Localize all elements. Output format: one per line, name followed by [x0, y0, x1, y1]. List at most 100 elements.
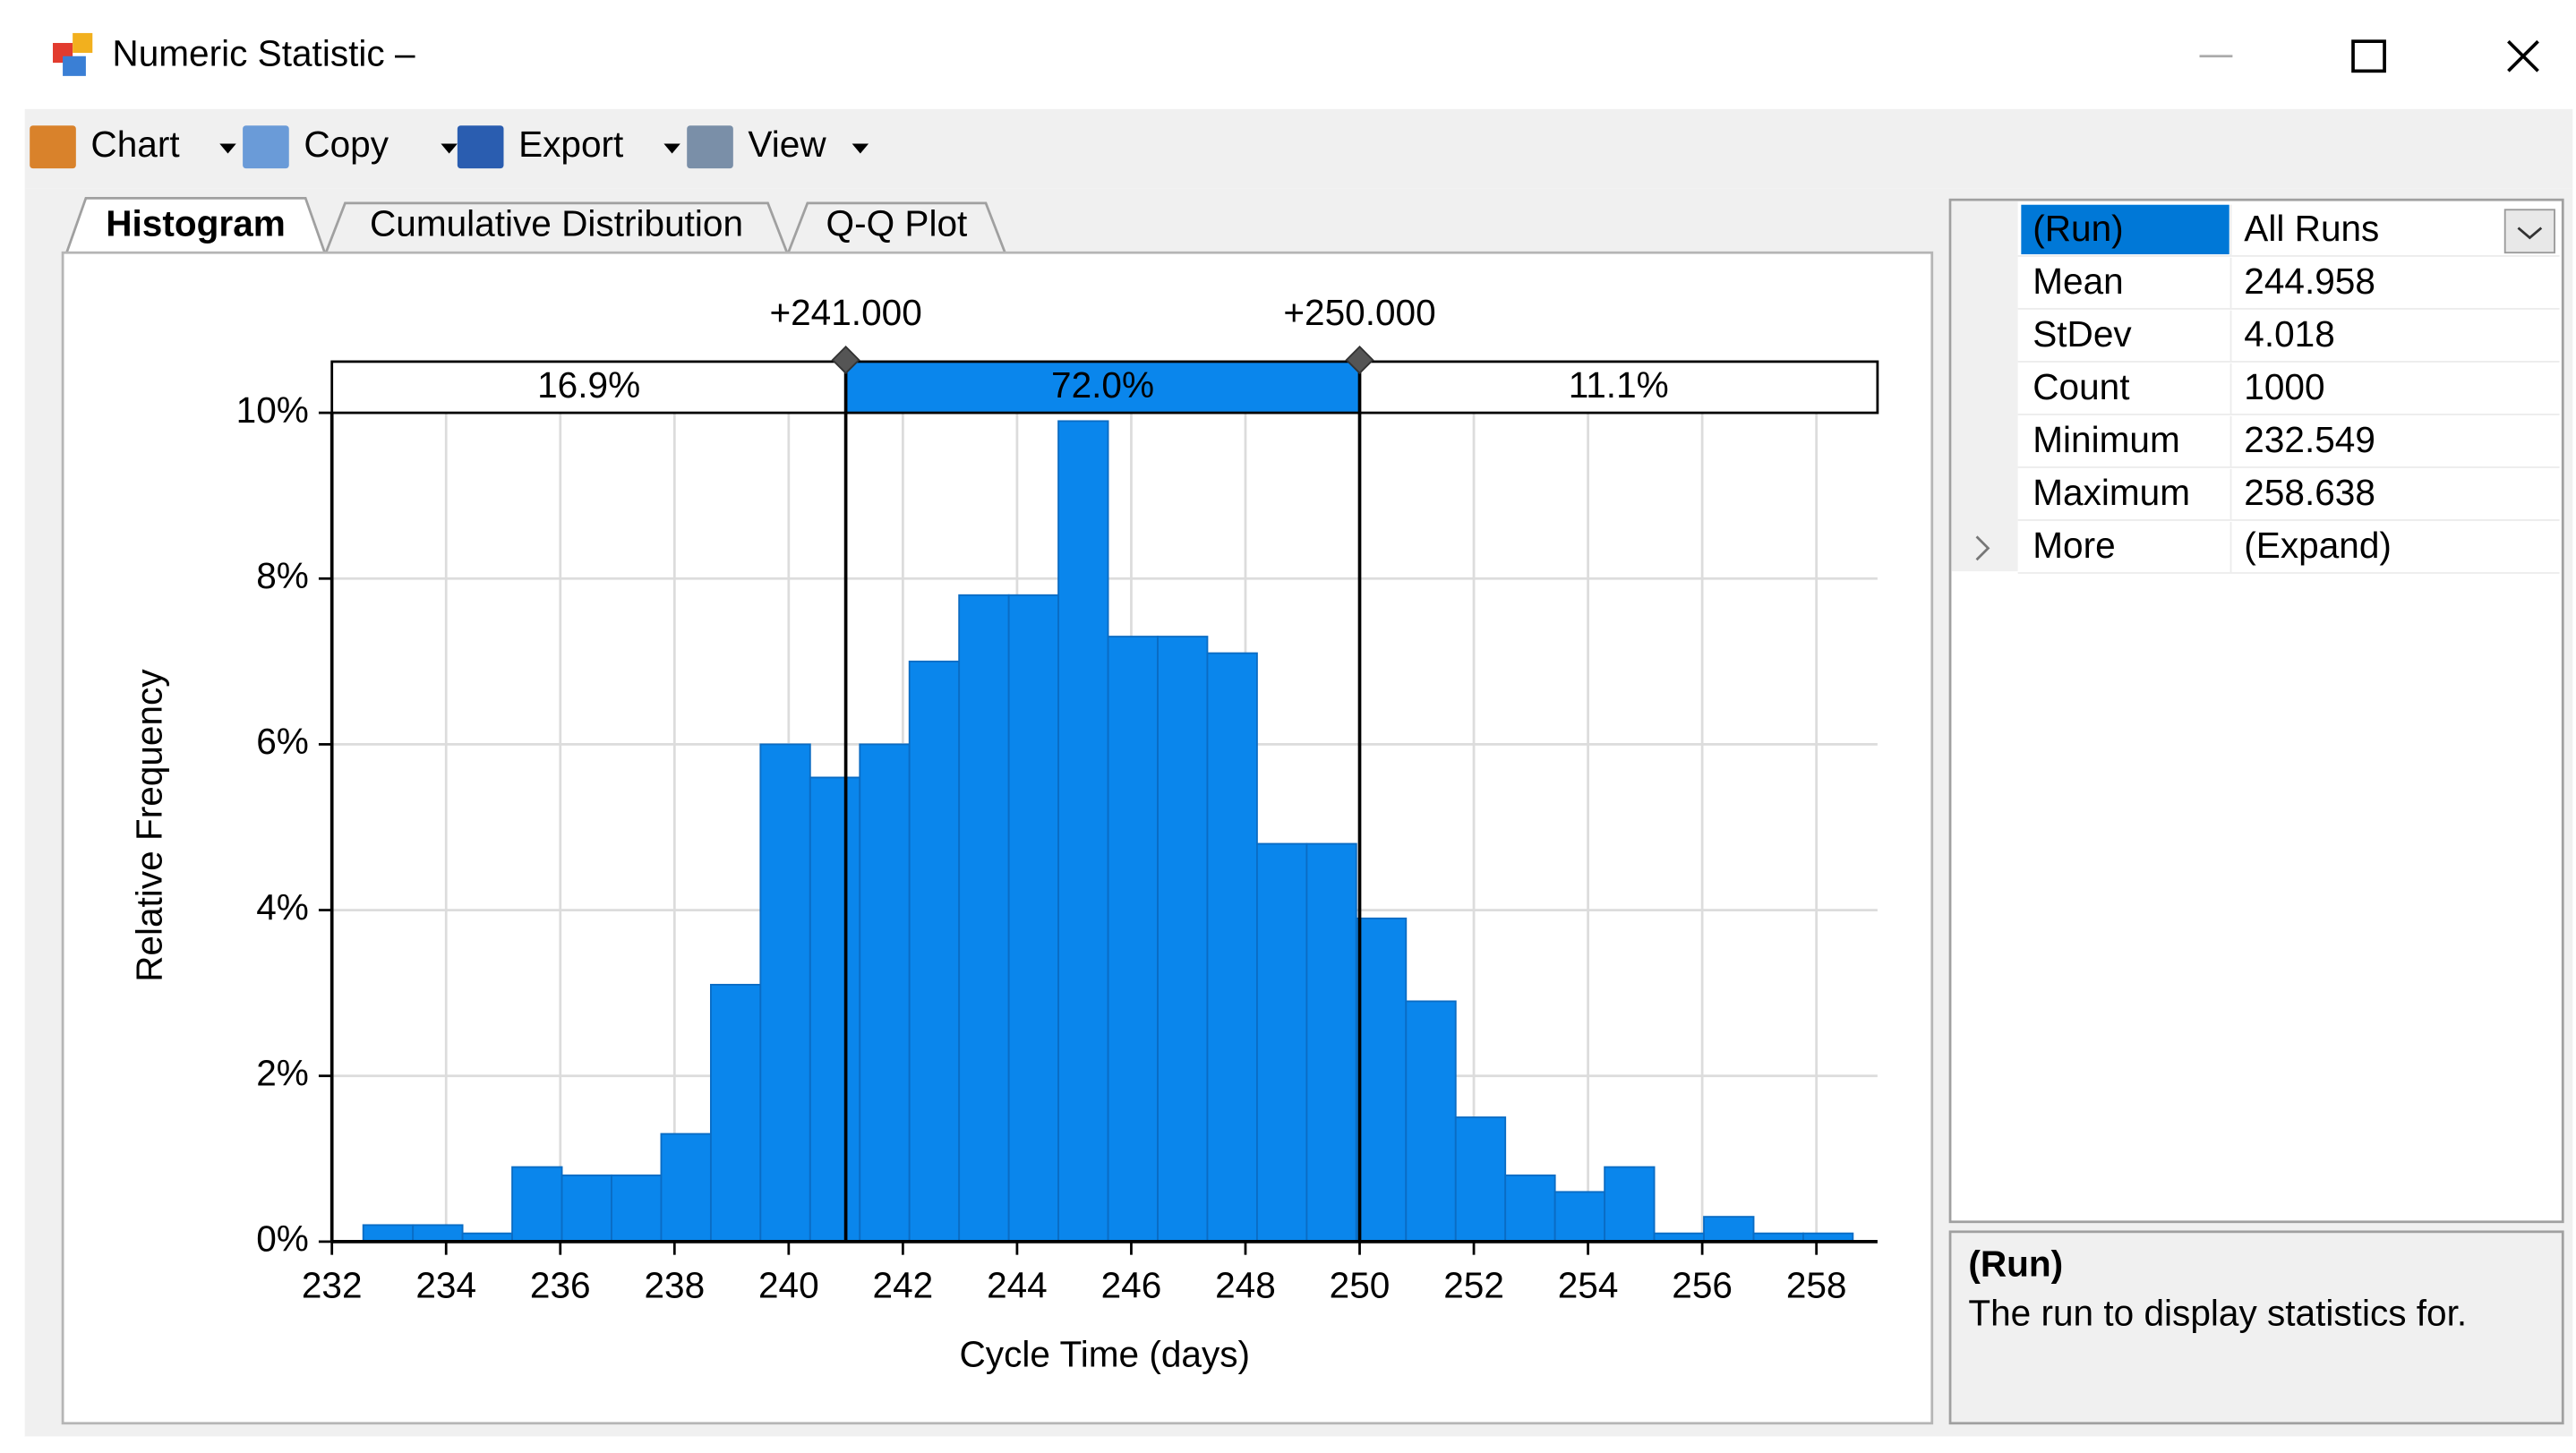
tab-label[interactable]: Cumulative Distribution	[370, 202, 743, 244]
bar	[1703, 1216, 1755, 1243]
tab[interactable]	[786, 201, 1007, 255]
property-value[interactable]: (Expand)	[2244, 525, 2392, 566]
expand-chevron[interactable]	[1975, 535, 1990, 561]
property-name[interactable]: Count	[2033, 366, 2129, 407]
toolbar-button[interactable]: Export	[518, 124, 623, 165]
x-tick-label: 256	[1672, 1264, 1733, 1305]
tab-label[interactable]: Q-Q Plot	[826, 202, 968, 244]
grid-margin	[1951, 201, 2018, 572]
bar	[859, 743, 911, 1243]
maximize-button[interactable]	[2351, 39, 2386, 73]
toolbar-icon	[30, 125, 76, 169]
marker-handle[interactable]	[831, 346, 860, 375]
bar	[1405, 1000, 1457, 1243]
property-name[interactable]: More	[2033, 525, 2115, 566]
toolbar-button[interactable]: Copy	[304, 124, 389, 165]
property-value[interactable]: 232.549	[2244, 419, 2375, 460]
bar	[958, 594, 1010, 1243]
x-tick-label: 232	[302, 1264, 363, 1305]
close-button[interactable]	[2507, 39, 2539, 73]
description-panel	[1948, 1230, 2564, 1425]
tab-label[interactable]: Histogram	[106, 202, 286, 244]
toolbar-icon	[457, 125, 504, 169]
tab[interactable]	[64, 196, 327, 255]
x-tick-label: 248	[1215, 1264, 1276, 1305]
bar	[1305, 842, 1357, 1243]
marker-label: +241.000	[769, 292, 921, 333]
bar	[1256, 842, 1308, 1243]
tab-strip: Histogram Cumulative Distribution Q-Q Plot	[64, 196, 1007, 255]
bar	[759, 743, 811, 1243]
property-value[interactable]: 4.018	[2244, 313, 2335, 355]
histogram-chart: 0% 2% 4% 6% 8% 10% 232 234 236 238 240 242 244 246 248…	[128, 292, 1879, 1375]
property-name[interactable]: Mean	[2033, 261, 2123, 302]
property-value[interactable]: 1000	[2244, 366, 2324, 407]
bar	[1157, 636, 1209, 1243]
toolbar-items: Chart Copy Export View	[30, 124, 869, 169]
bar	[412, 1224, 464, 1243]
marker-label: +250.000	[1283, 292, 1435, 333]
property-grid	[1948, 198, 2564, 1224]
y-tick-label: 0%	[256, 1218, 309, 1260]
y-tick-label: 8%	[256, 555, 309, 596]
x-tick-label: 254	[1558, 1264, 1619, 1305]
toolbar-button[interactable]: View	[748, 124, 826, 165]
tab[interactable]	[324, 201, 789, 255]
dropdown-button[interactable]	[2503, 209, 2555, 254]
region-band	[330, 360, 847, 415]
x-tick-label: 244	[987, 1264, 1048, 1305]
x-tick-label: 234	[415, 1264, 476, 1305]
property-rows: (Run) All Runs Mean 244.958 StDev 4.018 Count 1…	[1975, 204, 2560, 574]
bar	[511, 1166, 563, 1243]
bar	[709, 983, 762, 1243]
x-axis-label: Cycle Time (days)	[960, 1334, 1251, 1375]
dropdown-arrow	[852, 143, 869, 154]
bar	[1504, 1174, 1556, 1243]
region-label: 11.1%	[1569, 364, 1669, 406]
bar	[1107, 636, 1159, 1243]
region-label: 72.0%	[1051, 364, 1154, 406]
bar	[1604, 1166, 1656, 1243]
x-tick-label: 240	[758, 1264, 819, 1305]
bar	[1454, 1116, 1507, 1243]
toolbar-icon	[243, 125, 289, 169]
property-name[interactable]: Minimum	[2033, 419, 2180, 460]
toolbar	[24, 108, 2573, 189]
property-value[interactable]: 258.638	[2244, 472, 2375, 513]
property-value[interactable]: All Runs	[2244, 208, 2379, 249]
x-tick-label: 252	[1443, 1264, 1504, 1305]
bar	[809, 776, 861, 1243]
region-label: 16.9%	[537, 364, 640, 406]
y-tick-label: 2%	[256, 1052, 309, 1093]
property-value[interactable]: 244.958	[2244, 261, 2375, 302]
window-title: Numeric Statistic –	[112, 32, 415, 73]
bar	[1553, 1191, 1606, 1243]
property-name[interactable]: (Run)	[2033, 208, 2123, 249]
bar	[1007, 594, 1059, 1243]
dropdown-chevron	[2517, 226, 2543, 240]
toolbar-icon	[687, 125, 733, 169]
y-axis-label: Relative Frequency	[128, 669, 169, 982]
x-tick-label: 250	[1330, 1264, 1391, 1305]
bar	[362, 1224, 415, 1243]
y-tick-label: 10%	[236, 389, 309, 431]
x-tick-label: 238	[644, 1264, 705, 1305]
description-text: The run to display statistics for.	[1968, 1293, 2467, 1334]
bar	[1057, 420, 1109, 1243]
property-name[interactable]: Maximum	[2033, 472, 2190, 513]
property-name[interactable]: StDev	[2033, 313, 2132, 355]
bar	[611, 1174, 663, 1243]
x-tick-label: 236	[530, 1264, 591, 1305]
x-tick-label: 242	[873, 1264, 934, 1305]
x-tick-label: 258	[1786, 1264, 1847, 1305]
bar	[561, 1174, 612, 1243]
bar	[908, 660, 961, 1243]
description-title: (Run)	[1968, 1243, 2063, 1284]
marker-handle[interactable]	[1345, 346, 1374, 375]
x-tick-label: 246	[1101, 1264, 1162, 1305]
selected-cell	[2021, 204, 2229, 255]
dropdown-arrow	[441, 143, 458, 154]
toolbar-button[interactable]: Chart	[90, 124, 179, 165]
bar	[1206, 652, 1258, 1243]
